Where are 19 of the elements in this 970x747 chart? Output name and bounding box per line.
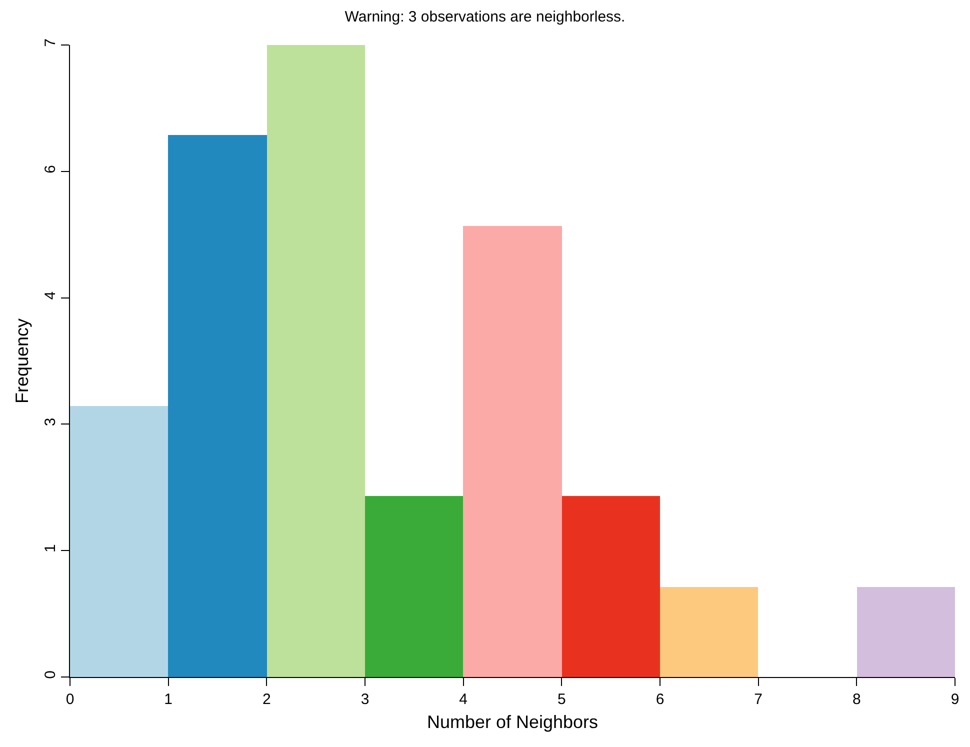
y-tick-label: 0 [42,670,59,679]
y-tick-label: 3 [42,418,59,426]
y-tick-label: 6 [42,164,59,174]
x-tick-label: 0 [66,691,74,708]
x-tick-label: 7 [754,691,762,708]
x-tick-label: 2 [262,691,271,708]
x-axis-title: Number of Neighbors [426,712,598,732]
y-tick-label: 4 [42,291,59,300]
y-tick-label: 1 [42,544,59,553]
x-tick-label: 5 [558,691,566,708]
x-tick-label: 8 [852,691,861,708]
y-tick-label: 7 [42,38,59,47]
x-tick-label: 4 [459,691,468,708]
x-tick-label: 1 [164,691,172,708]
y-axis-title: Frequency [12,318,32,404]
chart-title: Warning: 3 observations are neighborless. [344,8,626,26]
x-tick-label: 3 [360,691,370,708]
x-tick-label: 6 [656,691,664,708]
x-tick-label: 9 [950,691,960,708]
